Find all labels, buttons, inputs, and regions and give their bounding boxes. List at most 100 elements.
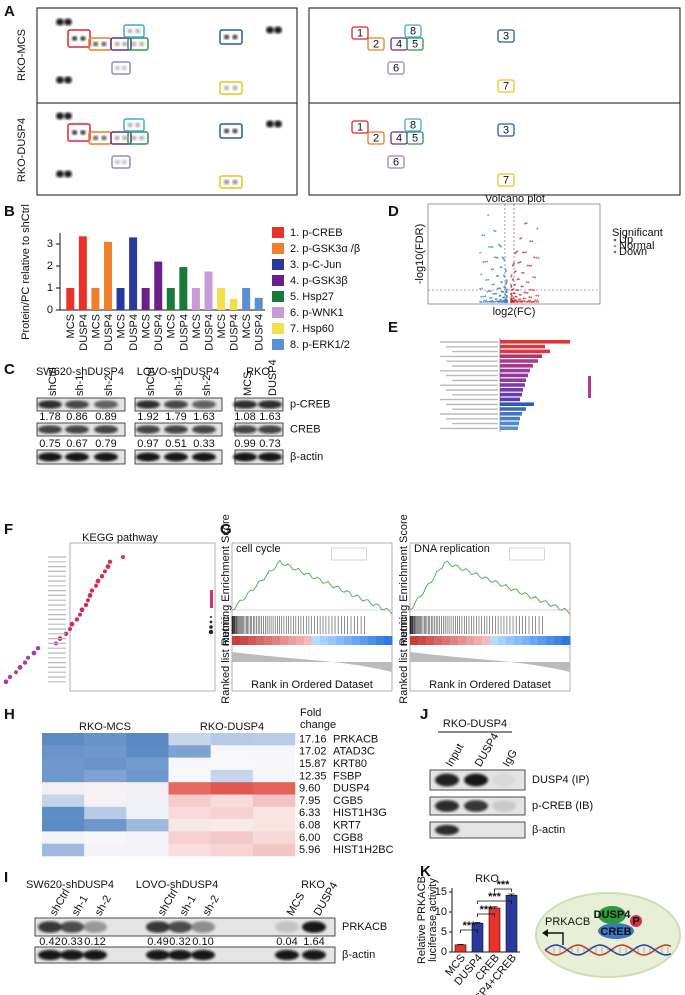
heat-cell bbox=[210, 819, 254, 832]
volcano-point bbox=[497, 275, 500, 278]
group-label: LOVO-shDUSP4 bbox=[136, 879, 219, 891]
volcano-point bbox=[515, 289, 518, 292]
legend-label: 7. Hsp60 bbox=[290, 323, 334, 335]
lane-label: sh-2 bbox=[201, 375, 213, 396]
bar bbox=[204, 271, 213, 310]
heat-cell bbox=[126, 843, 169, 857]
volcano-point bbox=[506, 280, 508, 283]
plot-title: Volcano plot bbox=[485, 193, 545, 205]
heat-cell bbox=[252, 745, 296, 758]
rank-heat bbox=[352, 636, 361, 645]
heat-cell bbox=[168, 819, 211, 832]
volcano-point bbox=[511, 264, 514, 267]
array-map-frame bbox=[308, 7, 681, 196]
spot-box bbox=[497, 123, 515, 137]
gene-name: CGB8 bbox=[333, 832, 363, 844]
volcano-point bbox=[479, 300, 482, 303]
heat-cell bbox=[168, 782, 211, 795]
pathway-dot bbox=[69, 621, 75, 627]
heat-cell bbox=[84, 769, 127, 783]
blot-band bbox=[464, 800, 488, 812]
ratio: 0.10 bbox=[192, 936, 213, 948]
band-label: β-actin bbox=[342, 949, 375, 961]
spot-box bbox=[110, 131, 132, 145]
spot bbox=[64, 112, 72, 120]
volcano-point bbox=[521, 271, 524, 274]
bar bbox=[500, 397, 520, 402]
y-tick-label: 1 bbox=[47, 282, 53, 294]
x-tick-label: DUSP4 bbox=[203, 314, 215, 351]
heat-cell bbox=[210, 745, 254, 758]
blot-band bbox=[146, 921, 170, 933]
rank-heat bbox=[554, 636, 563, 645]
volcano-point bbox=[506, 294, 508, 297]
ratio: 0.75 bbox=[39, 438, 60, 450]
pathway-dot bbox=[86, 598, 90, 603]
volcano-point bbox=[489, 290, 492, 292]
legend-swatch bbox=[272, 307, 284, 318]
ratio: 0.04 bbox=[276, 936, 297, 948]
bar bbox=[217, 288, 226, 310]
volcano-point bbox=[526, 264, 529, 267]
spot-number: 3 bbox=[503, 124, 509, 136]
blot-band bbox=[258, 452, 282, 462]
spot-number: 2 bbox=[373, 38, 379, 50]
volcano-point bbox=[510, 298, 513, 301]
heat-cell bbox=[42, 733, 85, 746]
volcano-point bbox=[479, 251, 482, 254]
volcano-point bbox=[496, 256, 499, 259]
group-label: RKO-DUSP4 bbox=[200, 721, 264, 733]
bar bbox=[78, 236, 87, 310]
volcano-point bbox=[535, 294, 538, 297]
volcano-point bbox=[516, 300, 519, 303]
rank-heat bbox=[312, 636, 321, 645]
band-label: p-CREB (IB) bbox=[532, 800, 593, 812]
spot bbox=[266, 120, 274, 128]
y-tick-label: 15 bbox=[435, 886, 447, 898]
arrow-head bbox=[542, 929, 548, 937]
blot-band bbox=[302, 921, 326, 933]
ratio: 0.51 bbox=[165, 438, 186, 450]
heat-cell bbox=[168, 843, 211, 857]
heat-cell bbox=[252, 733, 296, 746]
volcano-point bbox=[492, 293, 495, 295]
volcano-point bbox=[517, 298, 520, 301]
spot-number: 7 bbox=[503, 174, 509, 186]
spot bbox=[266, 26, 274, 34]
heat-cell bbox=[42, 769, 85, 783]
heat-cell bbox=[126, 806, 169, 820]
blot-band bbox=[38, 949, 62, 961]
volcano-point bbox=[527, 281, 530, 284]
panel-label: H bbox=[4, 706, 15, 723]
rank-heat bbox=[336, 636, 345, 645]
ratio: 0.89 bbox=[95, 411, 116, 423]
blot-band bbox=[233, 425, 257, 434]
spot-number: 4 bbox=[396, 132, 402, 144]
blot-band bbox=[464, 773, 488, 787]
heat-cell bbox=[252, 806, 296, 820]
gene-label: PRKACB bbox=[545, 916, 590, 928]
volcano-point bbox=[530, 265, 533, 267]
legend-dot bbox=[613, 244, 617, 248]
volcano-point bbox=[486, 290, 489, 293]
band-label: p-CREB bbox=[290, 398, 330, 410]
spot bbox=[101, 41, 107, 47]
volcano-point bbox=[486, 260, 489, 263]
legend-label: 6. p-WNK1 bbox=[290, 307, 344, 319]
stat-box bbox=[509, 547, 545, 561]
phospho-label: P bbox=[632, 915, 639, 927]
error-bar bbox=[491, 906, 498, 910]
volcano-point bbox=[491, 300, 494, 302]
volcano-point bbox=[482, 261, 485, 263]
x-tick-label: MCS bbox=[241, 314, 253, 338]
rank-heat bbox=[384, 636, 393, 645]
volcano-point bbox=[524, 297, 527, 300]
spot-number: 6 bbox=[393, 156, 399, 168]
ratio: 1.79 bbox=[165, 411, 186, 423]
volcano-point bbox=[502, 296, 505, 299]
spot-box bbox=[219, 175, 243, 189]
lane-label: shCtrl bbox=[48, 887, 73, 918]
bar bbox=[103, 241, 112, 310]
spot bbox=[135, 28, 141, 34]
group-label: RKO-MCS bbox=[79, 721, 131, 733]
